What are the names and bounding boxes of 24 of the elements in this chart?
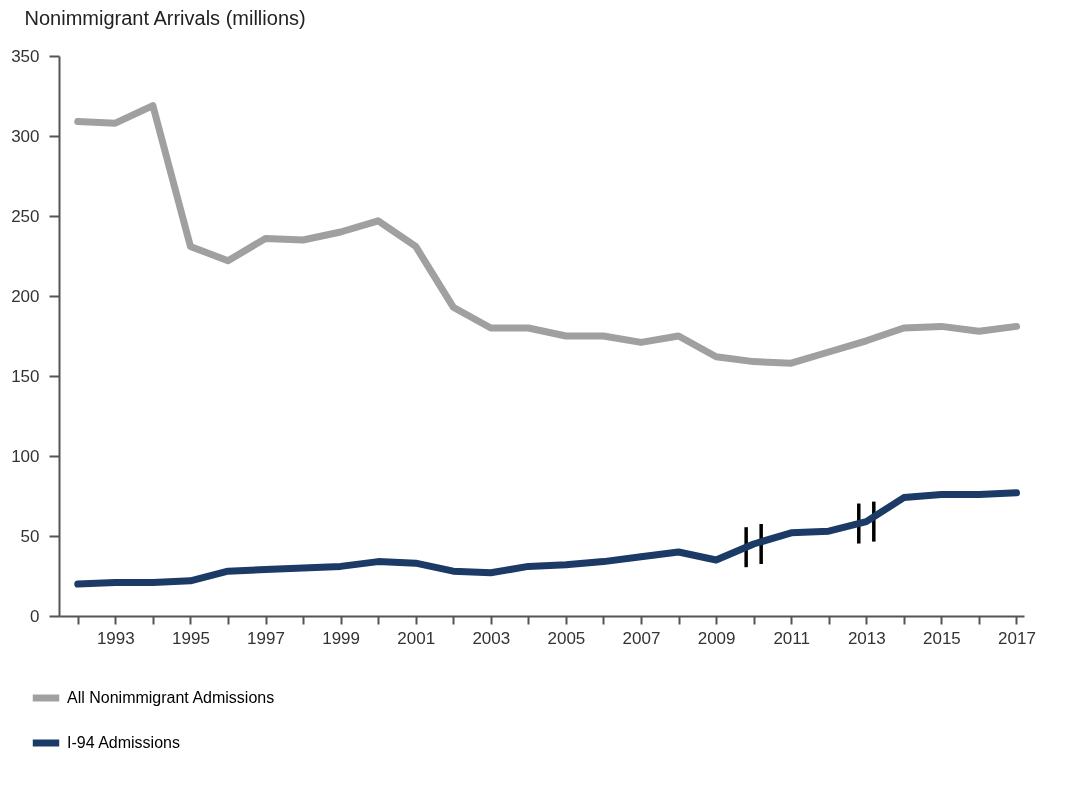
y-tick-label: 350 [11, 46, 40, 66]
y-tick-label: 200 [11, 286, 40, 306]
y-tick-label: 0 [30, 606, 40, 626]
x-tick-label: 2015 [922, 628, 961, 648]
x-tick-label: 2013 [847, 628, 886, 648]
x-tick-label: 2003 [472, 628, 511, 648]
x-tick-label: 1997 [247, 628, 285, 648]
x-tick-label: 2011 [773, 628, 810, 648]
x-tick-label: 1999 [322, 628, 361, 648]
x-tick-label: 2007 [622, 628, 661, 648]
y-tick-label: 100 [11, 446, 40, 466]
x-tick-label: 2001 [397, 628, 436, 648]
y-tick-label: 300 [11, 126, 40, 146]
y-tick-label: 150 [11, 366, 40, 386]
x-tick-label: 1995 [172, 628, 210, 648]
x-tick-label: 1993 [96, 628, 135, 648]
legend-label: All Nonimmigrant Admissions [67, 689, 275, 706]
legend-label: I-94 Admissions [67, 734, 180, 751]
x-tick-label: 2005 [547, 628, 586, 648]
y-axis-title: Nonimmigrant Arrivals (millions) [24, 6, 306, 29]
x-tick-label: 2009 [697, 628, 736, 648]
y-tick-label: 250 [11, 206, 40, 226]
x-tick-label: 2017 [998, 628, 1036, 648]
y-tick-label: 50 [20, 526, 40, 546]
